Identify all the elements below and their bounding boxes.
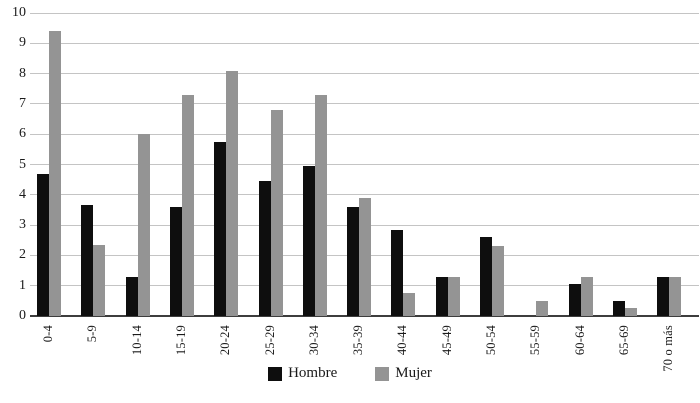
bar-hombre-45-49 [435,276,448,316]
gridline-y5 [30,164,699,165]
x-tick-label-40-44: 40-44 [395,325,410,356]
bar-hombre-70-o-más [657,276,670,316]
y-tick-label-2: 2 [19,247,26,263]
bar-hombre-5-9 [81,205,94,316]
legend-label-mujer: Mujer [395,365,432,381]
x-tick-label-10-14: 10-14 [129,325,144,356]
y-tick-label-9: 9 [19,35,26,51]
y-tick-label-8: 8 [19,65,26,81]
bar-mujer-40-44 [403,293,416,316]
x-tick-label-15-19: 15-19 [173,325,188,356]
bar-hombre-25-29 [258,181,271,316]
bar-mujer-30-34 [314,94,327,316]
x-tick-label-50-54: 50-54 [484,325,498,356]
y-tick-label-5: 5 [19,156,26,172]
x-tick-label-35-39: 35-39 [351,325,366,356]
bar-hombre-65-69 [612,300,625,316]
bar-mujer-20-24 [226,70,239,316]
bar-hombre-20-24 [214,141,227,316]
bar-mujer-5-9 [93,244,106,316]
bar-mujer-0-4 [49,31,61,316]
bar-hombre-40-44 [391,229,404,316]
x-tick-label-60-64: 60-64 [572,325,587,356]
gridline-y6 [30,133,699,135]
legend-swatch-hombre [268,366,283,381]
x-axis-line [30,315,699,317]
y-tick-label-3: 3 [19,217,26,233]
gridline-y10 [30,12,699,14]
x-tick-label-30-34: 30-34 [306,325,321,356]
bar-mujer-65-69 [624,308,637,316]
bar-mujer-55-59 [536,300,549,316]
x-tick-label-45-49: 45-49 [439,325,454,356]
legend-label-hombre: Hombre [288,365,338,381]
gridline-y8 [30,73,699,75]
y-tick-label-0: 0 [19,308,26,323]
bar-hombre-50-54 [480,237,492,316]
gridline-y9 [30,42,699,44]
bar-hombre-30-34 [302,166,315,316]
legend-item-hombre: Hombre [268,365,337,382]
legend-item-mujer: Mujer [375,365,432,382]
legend-swatch-mujer [375,366,390,381]
y-tick-label-4: 4 [19,186,26,202]
x-tick-label-20-24: 20-24 [218,325,233,356]
bar-mujer-25-29 [270,109,283,316]
gridline-y4 [30,194,699,196]
bar-mujer-50-54 [492,246,504,316]
bar-hombre-15-19 [169,206,182,316]
legend: Hombre Mujer [0,365,700,382]
bar-mujer-60-64 [580,276,593,316]
x-tick-label-5-9: 5-9 [85,325,100,343]
bar-hombre-10-14 [125,276,138,316]
y-tick-label-7: 7 [19,95,26,111]
x-tick-label-55-59: 55-59 [528,325,543,356]
bar-mujer-45-49 [447,276,460,316]
bar-mujer-70-o-más [669,276,682,316]
y-tick-label-1: 1 [19,277,26,293]
bar-mujer-35-39 [359,197,372,316]
bar-hombre-60-64 [568,284,581,316]
bar-hombre-0-4 [37,173,49,316]
x-tick-label-65-69: 65-69 [616,325,631,356]
gridline-y7 [30,103,699,105]
x-tick-label-25-29: 25-29 [262,325,277,356]
bar-mujer-15-19 [181,94,194,316]
bar-mujer-10-14 [137,134,150,316]
bar-hombre-35-39 [347,206,360,316]
y-tick-label-6: 6 [19,126,26,142]
y-tick-label-10: 10 [12,5,26,20]
x-tick-label-0-4: 0-4 [41,325,55,343]
